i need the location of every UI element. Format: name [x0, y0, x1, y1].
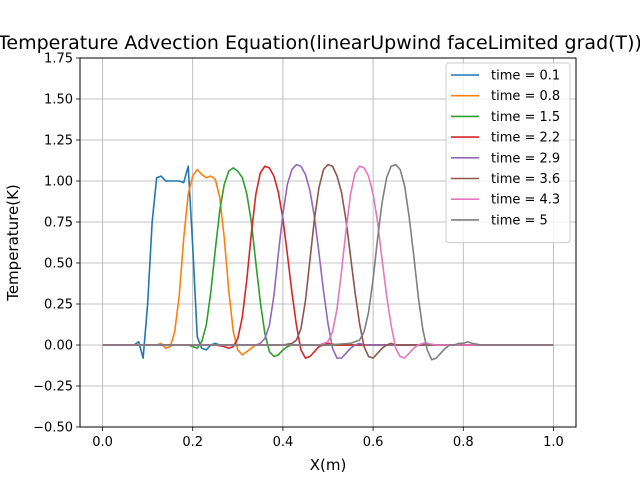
y-tick-label: 1.50 [44, 93, 73, 108]
series-line-4 [102, 163, 554, 359]
legend-label: time = 0.1 [491, 69, 560, 84]
y-tick-label: −0.25 [33, 380, 73, 395]
x-tick-label: 0.0 [92, 435, 113, 450]
y-tick-label: 1.75 [44, 52, 73, 67]
legend-label: time = 1.5 [491, 110, 560, 125]
legend-label: time = 2.2 [491, 131, 560, 146]
legend-label: time = 3.6 [491, 172, 560, 187]
y-axis-ticks: −0.50 −0.25 0.00 0.25 0.50 0.75 1.00 1.25 1.50 1.… [33, 52, 80, 436]
legend-label: time = 2.9 [491, 151, 560, 166]
y-tick-label: 0.75 [44, 216, 73, 231]
x-axis-label: X(m) [310, 456, 347, 474]
y-tick-label: −0.50 [33, 421, 73, 436]
y-tick-label: 1.25 [44, 134, 73, 149]
plot-frame [79, 57, 577, 428]
legend-label: time = 5 [491, 213, 548, 228]
legend: time = 0.1 time = 0.8 time = 1.5 time = 2.2… [445, 62, 571, 244]
y-tick-label: 0.50 [44, 257, 73, 272]
legend-label: time = 4.3 [491, 193, 560, 208]
x-tick-label: 0.2 [182, 435, 203, 450]
y-tick-label: 0.25 [44, 298, 73, 313]
series-line-5 [102, 163, 554, 359]
y-tick-label: 1.00 [44, 175, 73, 190]
y-tick-label: 0.00 [44, 339, 73, 354]
series-line-7 [102, 163, 554, 361]
y-axis-label: Temperature(K) [4, 184, 22, 302]
legend-box [445, 62, 571, 244]
x-tick-label: 1.0 [543, 435, 564, 450]
series-line-6 [102, 165, 554, 359]
x-tick-label: 0.4 [273, 435, 294, 450]
x-axis-ticks: 0.0 0.2 0.4 0.6 0.8 1.0 [92, 427, 564, 450]
chart-title: Temperature Advection Equation(linearUpw… [0, 32, 640, 54]
series-lines [102, 163, 554, 361]
legend-label: time = 0.8 [491, 89, 560, 104]
x-tick-label: 0.8 [453, 435, 474, 450]
x-tick-label: 0.6 [363, 435, 384, 450]
